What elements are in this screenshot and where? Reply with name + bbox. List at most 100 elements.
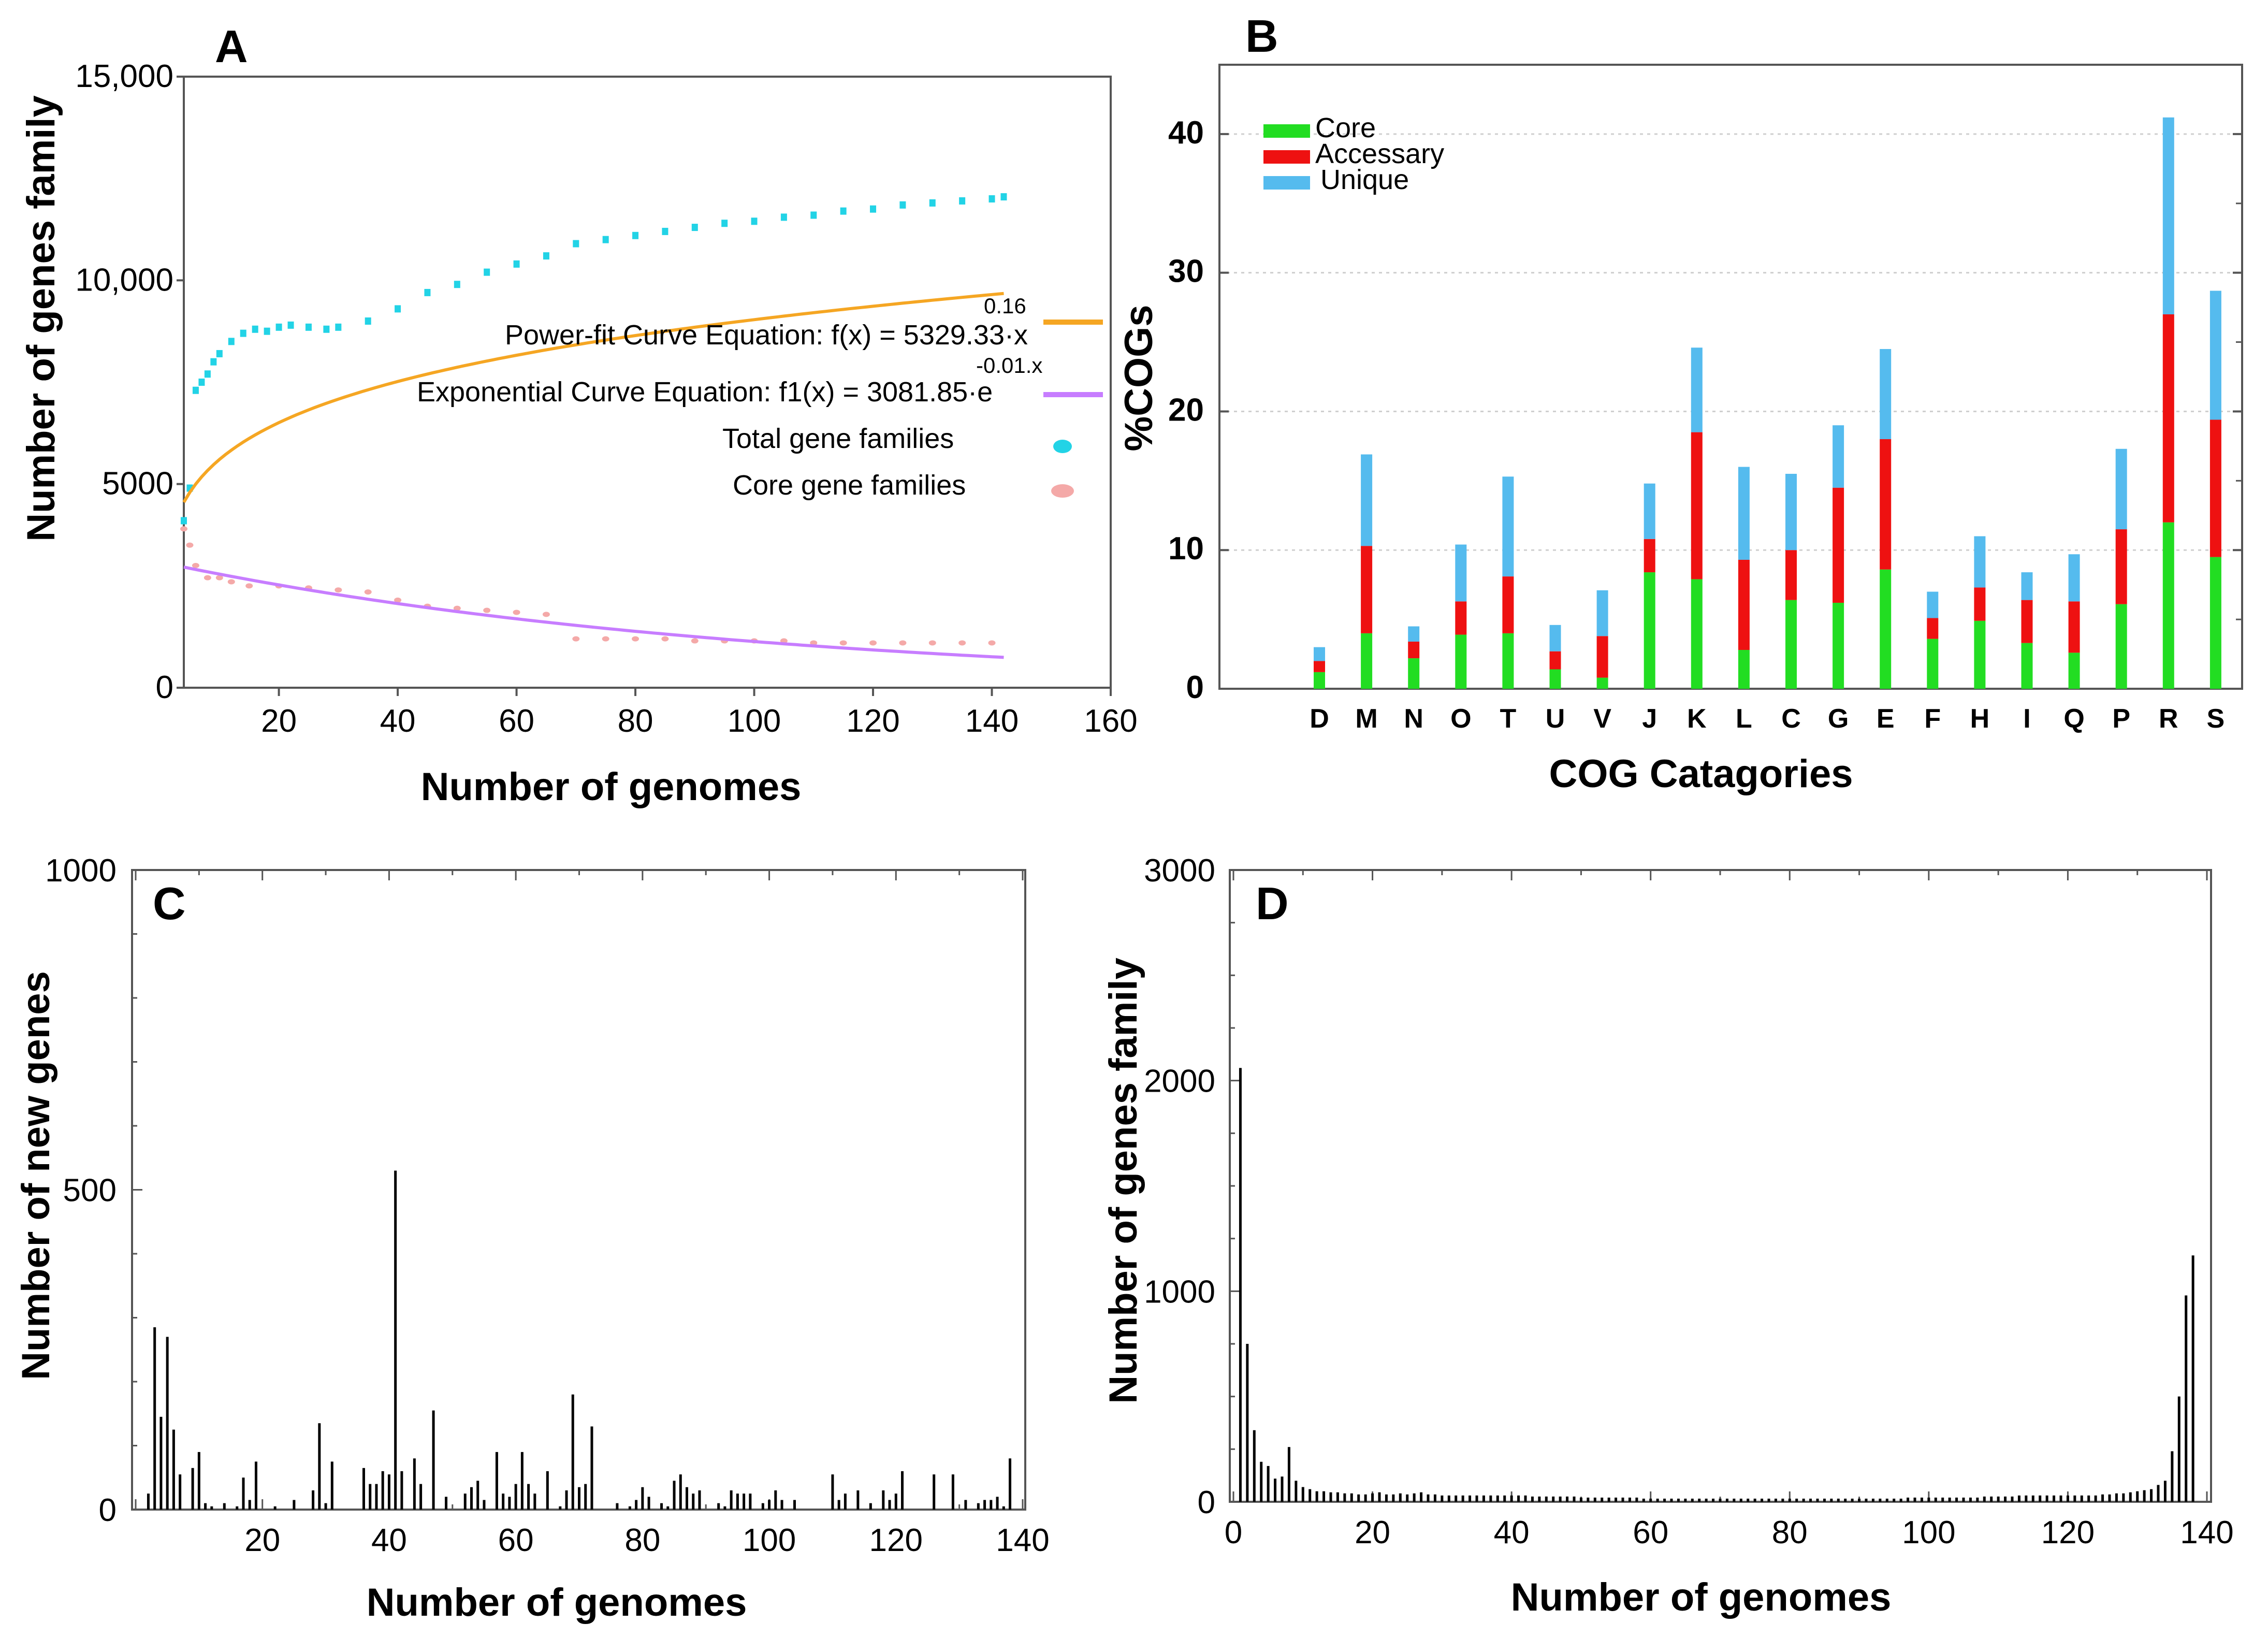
total-point: [275, 323, 282, 331]
bar-core-H: [1974, 620, 1986, 689]
total-point: [228, 338, 235, 345]
panel-a-letter: A: [215, 21, 248, 72]
panel-a-x-ticks: 20 40 60 80 100 120 140 160: [261, 688, 1138, 739]
x-tick-label: 60: [498, 1523, 534, 1558]
legend-accessary-swatch: [1263, 150, 1310, 164]
bar-unique-E: [1880, 349, 1892, 439]
core-point: [453, 605, 461, 611]
category-label: Q: [2063, 704, 2084, 734]
category-label: G: [1828, 704, 1849, 734]
bar-accessary-N: [1408, 641, 1420, 659]
bar-accessary-E: [1880, 439, 1892, 570]
total-point: [335, 323, 342, 331]
total-point: [365, 317, 371, 325]
y-tick-label: 0: [1198, 1485, 1215, 1520]
y-tick-label: 2000: [1144, 1064, 1215, 1099]
panel-c-x-axis-title: Number of genomes: [367, 1581, 747, 1625]
total-point: [216, 350, 223, 357]
panel-a-x-axis-title: Number of genomes: [421, 765, 802, 809]
bar-core-Q: [2068, 653, 2080, 689]
core-point: [394, 597, 402, 603]
bar-core-E: [1880, 569, 1892, 689]
category-label: S: [2207, 704, 2225, 734]
bar-core-U: [1549, 669, 1561, 689]
bar-unique-M: [1361, 454, 1373, 546]
total-point: [691, 224, 698, 231]
bar-unique-T: [1502, 476, 1514, 577]
x-tick-label: 20: [261, 703, 297, 739]
panel-b-y-axis-title: %COGs: [1117, 305, 1161, 452]
total-point: [210, 358, 217, 366]
bar-core-J: [1644, 572, 1655, 689]
panel-d-y-ticks: 0 1000 2000 3000: [1144, 853, 1240, 1520]
core-point: [899, 640, 907, 646]
bar-unique-G: [1833, 425, 1844, 488]
bar-unique-O: [1455, 544, 1467, 602]
y-tick-label: 500: [63, 1173, 117, 1209]
bar-accessary-R: [2162, 314, 2174, 523]
x-tick-label: 140: [965, 703, 1019, 739]
total-point: [751, 218, 758, 225]
x-tick-label: 140: [2180, 1515, 2233, 1550]
category-label: N: [1404, 704, 1423, 734]
core-point: [203, 575, 211, 581]
total-point: [1000, 193, 1007, 201]
bar-unique-L: [1738, 467, 1750, 560]
category-label: J: [1642, 704, 1657, 734]
x-tick-label: 100: [1902, 1515, 1955, 1550]
panel-b-y-ticks: 0 10 20 30 40: [1168, 115, 2242, 705]
x-tick-label: 100: [743, 1523, 796, 1558]
core-point: [632, 636, 639, 642]
legend-unique-text: Unique: [1320, 164, 1409, 195]
panel-d-letter: D: [1256, 878, 1289, 929]
total-point: [287, 321, 294, 329]
category-label: I: [2023, 704, 2030, 734]
y-tick-label: 10: [1168, 531, 1204, 567]
y-tick-label: 0: [1186, 670, 1204, 705]
panel-a-total-points: [181, 193, 1007, 525]
total-point: [810, 211, 817, 219]
legend-exp-label: Exponential Curve Equation: f1(x) = 3081…: [417, 376, 993, 408]
total-point: [192, 386, 199, 394]
legend-core-swatch: [1263, 124, 1310, 138]
bar-core-L: [1738, 650, 1750, 689]
y-tick-label: 0: [156, 670, 173, 705]
bar-unique-N: [1408, 626, 1420, 642]
bar-accessary-D: [1314, 661, 1325, 672]
core-point: [988, 640, 996, 646]
core-point: [869, 640, 877, 646]
panel-c-letter: C: [153, 878, 186, 929]
core-point: [192, 563, 199, 568]
legend-power-label: Power-fit Curve Equation: f(x) = 5329.33…: [505, 320, 1028, 351]
category-label: U: [1546, 704, 1565, 734]
panel-d-bars: [1239, 1068, 2194, 1502]
x-tick-label: 20: [1355, 1515, 1390, 1550]
x-tick-label: 120: [869, 1523, 923, 1558]
y-tick-label: 30: [1168, 254, 1204, 289]
panel-d-x-ticks: 0 20 40 60 80 100 120 140: [1225, 870, 2234, 1550]
bar-unique-R: [2162, 117, 2174, 314]
total-point: [513, 260, 520, 268]
x-tick-label: 140: [996, 1523, 1049, 1558]
bar-unique-Q: [2068, 554, 2080, 602]
y-tick-label: 1000: [1144, 1274, 1215, 1310]
core-point: [958, 640, 966, 646]
bar-unique-F: [1927, 591, 1939, 618]
bar-unique-S: [2209, 291, 2221, 420]
total-point: [662, 227, 668, 235]
panel-b-bars: [1314, 117, 2221, 689]
bar-accessary-Q: [2068, 601, 2080, 653]
bar-unique-P: [2115, 448, 2127, 530]
bar-core-V: [1596, 677, 1608, 689]
x-tick-label: 80: [618, 703, 653, 739]
total-point: [573, 240, 579, 248]
bar-core-T: [1502, 633, 1514, 689]
total-point: [840, 207, 847, 215]
x-tick-label: 60: [1633, 1515, 1668, 1550]
x-tick-label: 40: [371, 1523, 407, 1558]
core-point: [364, 589, 372, 595]
bar-unique-J: [1644, 483, 1655, 539]
core-point: [483, 607, 491, 613]
y-tick-label: 20: [1168, 392, 1204, 428]
bar-core-G: [1833, 602, 1844, 689]
